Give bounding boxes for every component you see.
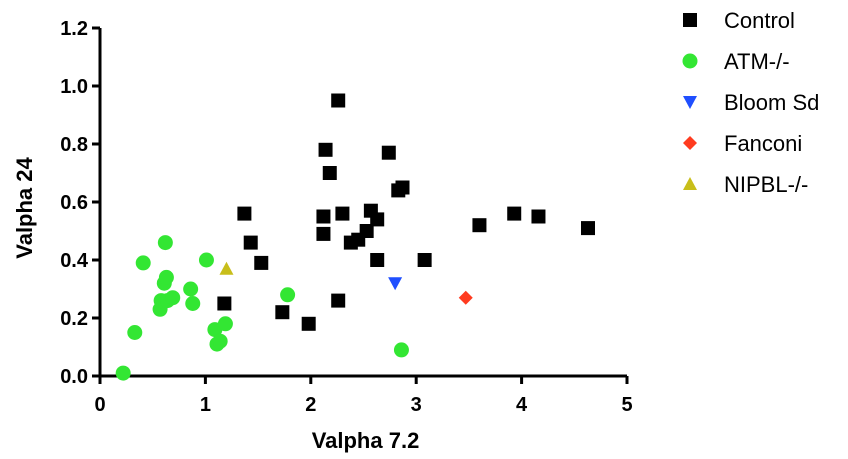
point-atm: [135, 255, 151, 271]
point-control: [331, 293, 346, 308]
point-control: [359, 224, 374, 238]
point-control: [316, 209, 331, 224]
y-tick-label: 0.0: [60, 366, 88, 388]
point-control: [331, 93, 346, 108]
point-control: [507, 206, 522, 221]
point-control: [217, 296, 232, 311]
point-atm: [217, 316, 233, 332]
point-atm: [280, 287, 296, 303]
y-tick-label: 0.4: [60, 250, 89, 272]
y-tick-label: 0.8: [60, 134, 88, 156]
point-control: [243, 235, 258, 250]
point-control: [316, 226, 331, 241]
legend-label-nipbl: NIPBL-/-: [724, 172, 808, 197]
point-atm: [185, 296, 201, 311]
point-control: [254, 255, 269, 270]
point-atm: [127, 325, 143, 340]
point-atm: [115, 365, 131, 381]
point-control: [381, 145, 396, 160]
point-atm: [198, 252, 214, 268]
point-control: [318, 142, 333, 157]
legend: Control ATM-/- Bloom Sd Fanconi NIPBL-/-: [682, 8, 819, 197]
y-axis-label: Valpha 24: [12, 156, 37, 258]
legend-marker-bloom-sd: [683, 96, 697, 109]
point-control: [322, 166, 337, 180]
legend-marker-nipbl: [683, 177, 697, 190]
data-points: [115, 93, 596, 381]
point-control: [370, 212, 385, 227]
point-atm: [393, 342, 409, 358]
x-tick-label: 4: [516, 394, 528, 416]
point-control: [237, 206, 252, 221]
point-nipbl: [219, 261, 234, 275]
point-atm: [157, 235, 173, 251]
y-tick-label: 1.0: [60, 76, 88, 98]
x-tick-label: 3: [411, 394, 422, 416]
legend-label-fanconi: Fanconi: [724, 131, 802, 156]
y-tick-label: 1.2: [60, 18, 88, 40]
point-control: [531, 209, 546, 224]
legend-label-bloom-sd: Bloom Sd: [724, 90, 819, 115]
point-control: [335, 206, 350, 221]
point-atm: [183, 281, 199, 297]
point-control: [581, 221, 596, 236]
point-control: [370, 253, 385, 267]
x-tick-label: 1: [200, 394, 211, 416]
x-tick-label: 5: [621, 394, 632, 416]
point-control: [301, 316, 316, 331]
point-atm: [212, 333, 228, 349]
point-atm: [165, 290, 181, 306]
axes: 0 1 2 3 4 5 0.0 0.2 0.4 0.6 0.8 1.0 1.2: [60, 18, 632, 416]
legend-label-atm: ATM-/-: [724, 49, 790, 74]
x-tick-label: 2: [305, 394, 316, 416]
legend-marker-atm: [682, 53, 698, 69]
point-control: [417, 253, 432, 267]
x-axis-label: Valpha 7.2: [312, 428, 420, 453]
point-control: [395, 180, 410, 195]
point-control: [472, 218, 487, 233]
y-tick-label: 0.2: [60, 308, 88, 330]
point-control: [275, 305, 290, 320]
legend-marker-fanconi: [683, 136, 697, 150]
point-fanconi: [458, 290, 473, 305]
point-bloom-sd: [388, 277, 403, 291]
legend-marker-control: [683, 13, 697, 27]
point-atm: [158, 269, 174, 285]
x-tick-label: 0: [94, 394, 105, 416]
legend-label-control: Control: [724, 8, 795, 33]
y-tick-label: 0.6: [60, 192, 88, 214]
